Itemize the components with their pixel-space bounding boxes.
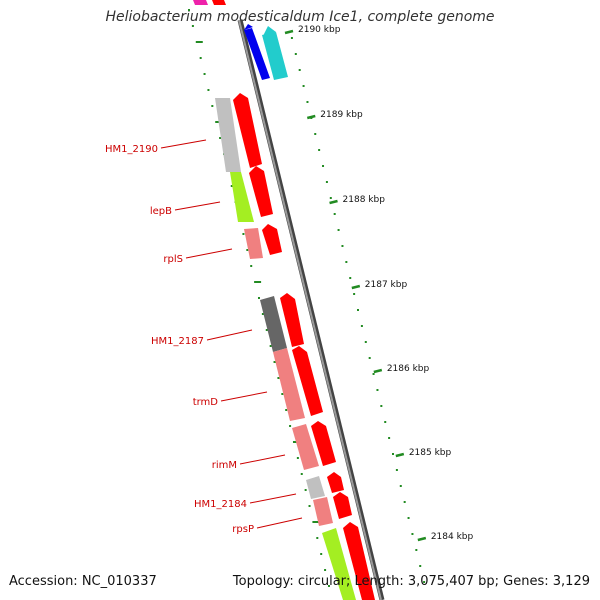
cds-feature[interactable]	[249, 166, 273, 217]
gene-leader-line	[160, 139, 207, 149]
cds-feature[interactable]	[343, 522, 375, 600]
gene-leader-line	[249, 493, 297, 504]
cds-feature[interactable]	[233, 93, 262, 168]
gene-label[interactable]: HM1_2184	[194, 499, 247, 510]
map-title: Heliobacterium modesticaldum Ice1, compl…	[105, 9, 495, 25]
feature-track	[193, 0, 375, 600]
gene-box[interactable]	[230, 172, 254, 222]
gene-leader-line	[220, 391, 268, 402]
topology-text: Topology: circular; Length: 3,075,407 bp…	[232, 574, 590, 589]
cds-feature[interactable]	[262, 32, 288, 80]
ruler-label: 2189 kbp	[320, 110, 363, 120]
cds-feature[interactable]	[263, 26, 276, 36]
major-tick	[395, 452, 405, 458]
cds-feature[interactable]	[212, 0, 226, 5]
accession-text: Accession: NC_010337	[9, 574, 157, 589]
gene-box[interactable]	[215, 98, 241, 172]
ruler-label: 2185 kbp	[409, 448, 452, 458]
ruler-label: 2188 kbp	[343, 195, 386, 205]
cds-feature[interactable]	[244, 24, 253, 30]
gene-label[interactable]: HM1_2187	[151, 336, 204, 347]
ruler-label: 2186 kbp	[387, 364, 430, 374]
ruler-labels: 2190 kbp 2189 kbp 2188 kbp 2187 kbp 2186 kbp…	[284, 25, 474, 542]
gene-label[interactable]: trmD	[193, 397, 219, 408]
major-tick	[351, 284, 361, 290]
cds-feature[interactable]	[292, 346, 323, 416]
gene-label[interactable]: rplS	[163, 254, 183, 265]
ruler-label: 2184 kbp	[431, 532, 474, 542]
gene-box[interactable]	[313, 497, 333, 526]
cds-feature[interactable]	[333, 492, 352, 519]
cds-feature[interactable]	[311, 421, 336, 466]
cds-feature[interactable]	[262, 224, 282, 255]
major-tick	[329, 199, 338, 205]
gene-box[interactable]	[244, 228, 263, 259]
major-tick	[284, 29, 294, 35]
gene-box[interactable]	[273, 348, 305, 421]
gene-leader-line	[185, 248, 233, 259]
major-tick	[417, 536, 427, 542]
cds-feature[interactable]	[327, 472, 344, 493]
gene-label[interactable]: rimM	[212, 460, 237, 471]
gene-box[interactable]	[306, 476, 325, 499]
gene-leader-line	[239, 454, 286, 465]
major-tick	[306, 114, 316, 120]
ruler-label: 2187 kbp	[365, 280, 408, 290]
cds-feature[interactable]	[193, 0, 208, 5]
gene-label[interactable]: HM1_2190	[105, 144, 158, 155]
ruler-label: 2190 kbp	[298, 25, 341, 35]
gene-box[interactable]	[292, 424, 319, 470]
gene-labels: HM1_2190 lepB rplS HM1_2187 trmD rimM HM1_2184…	[105, 139, 303, 535]
gene-box[interactable]	[260, 296, 287, 352]
gene-leader-line	[174, 201, 221, 211]
gene-label[interactable]: rpsP	[232, 524, 254, 535]
gene-leader-line	[256, 517, 303, 529]
cds-feature[interactable]	[280, 293, 304, 347]
cds-feature[interactable]	[244, 28, 270, 80]
gene-label[interactable]: lepB	[150, 206, 172, 217]
gene-box[interactable]	[322, 528, 356, 600]
major-tick	[373, 368, 383, 374]
gene-leader-line	[206, 329, 253, 341]
